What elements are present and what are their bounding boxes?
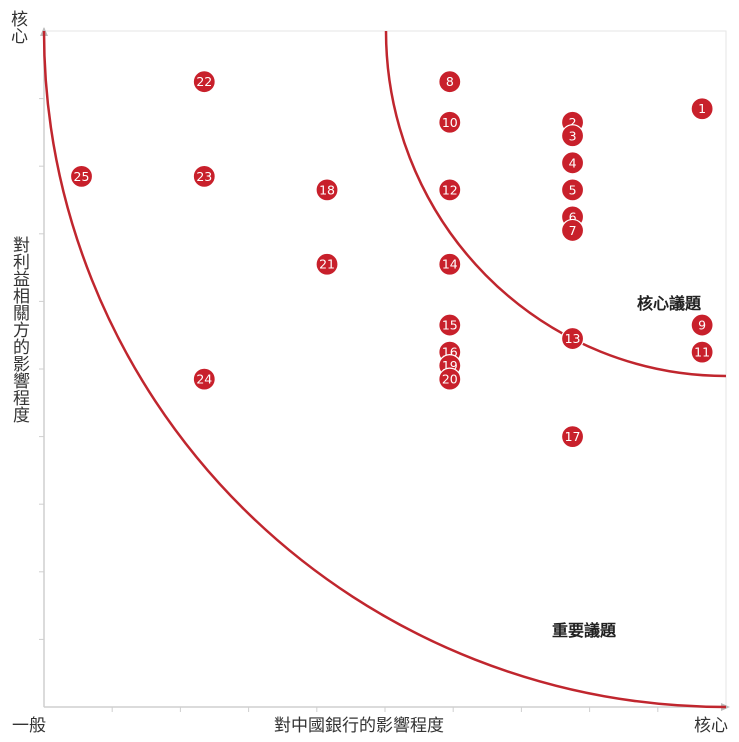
data-point-23: 23 [192, 164, 216, 188]
point-label: 11 [694, 345, 710, 360]
point-label: 9 [698, 318, 706, 333]
point-label: 2 [569, 115, 577, 130]
point-marker [438, 367, 462, 391]
point-marker [560, 124, 585, 148]
axes [39, 27, 730, 712]
point-label: 13 [565, 331, 581, 346]
point-marker [192, 70, 216, 94]
point-label: 4 [569, 155, 577, 170]
y-axis-title: 對利益相關方的影響程度 [9, 236, 29, 423]
point-marker [315, 252, 339, 276]
point-marker [192, 367, 216, 391]
point-label: 24 [196, 372, 212, 387]
point-marker [438, 178, 462, 202]
plot-frame [43, 30, 727, 708]
data-point-3: 3 [560, 124, 585, 148]
data-point-10: 10 [438, 110, 462, 134]
data-point-21: 21 [315, 252, 339, 276]
data-points: 1234567891011121314151617181920212223242… [69, 70, 714, 449]
point-marker [690, 313, 714, 337]
point-marker [315, 178, 339, 202]
data-point-13: 13 [560, 326, 585, 351]
point-label: 8 [446, 74, 454, 89]
x-axis-low-label: 一般 [12, 716, 46, 736]
point-marker [560, 326, 585, 351]
data-point-25: 25 [69, 164, 94, 188]
important-zone-curve [42, 30, 727, 709]
x-axis-high-label: 核心 [694, 716, 728, 736]
important-issues-label: 重要議題 [552, 621, 617, 640]
data-point-24: 24 [192, 367, 216, 391]
data-point-7: 7 [560, 218, 585, 243]
data-point-5: 5 [560, 178, 585, 202]
point-marker [560, 178, 585, 202]
point-label: 14 [442, 257, 458, 272]
point-label: 1 [698, 101, 706, 116]
point-marker [438, 252, 462, 276]
point-label: 6 [569, 209, 577, 224]
data-point-11: 11 [690, 340, 714, 364]
point-label: 10 [442, 115, 458, 130]
data-point-12: 12 [438, 178, 462, 202]
point-label: 20 [442, 372, 458, 387]
point-marker [560, 218, 585, 243]
point-marker [438, 110, 462, 134]
point-marker [690, 97, 714, 121]
data-point-14: 14 [438, 252, 462, 276]
point-label: 5 [569, 182, 577, 197]
data-point-18: 18 [315, 178, 339, 202]
point-label: 15 [442, 318, 458, 333]
point-label: 18 [319, 182, 335, 197]
point-label: 7 [569, 223, 577, 238]
point-label: 22 [196, 74, 212, 89]
point-label: 21 [319, 257, 335, 272]
point-label: 25 [74, 169, 90, 184]
point-marker [438, 70, 462, 94]
data-point-9: 9 [690, 313, 714, 337]
data-point-4: 4 [560, 151, 585, 175]
point-label: 3 [569, 128, 577, 143]
data-point-22: 22 [192, 70, 216, 94]
core-zone-curve [384, 30, 727, 378]
core-issues-label: 核心議題 [637, 294, 702, 313]
point-marker [560, 151, 585, 175]
data-point-20: 20 [438, 367, 462, 391]
point-label: 23 [196, 169, 212, 184]
x-axis-title: 對中國銀行的影響程度 [274, 716, 444, 736]
point-marker [69, 164, 94, 188]
data-point-15: 15 [438, 313, 462, 337]
point-marker [560, 425, 585, 449]
point-label: 12 [442, 182, 458, 197]
data-point-17: 17 [560, 425, 585, 449]
point-label: 17 [565, 429, 581, 444]
point-marker [438, 313, 462, 337]
point-marker [690, 340, 714, 364]
data-point-1: 1 [690, 97, 714, 121]
point-marker [192, 164, 216, 188]
zone-curves [42, 30, 727, 709]
data-point-8: 8 [438, 70, 462, 94]
y-axis-top-label: 核心 [7, 10, 27, 44]
